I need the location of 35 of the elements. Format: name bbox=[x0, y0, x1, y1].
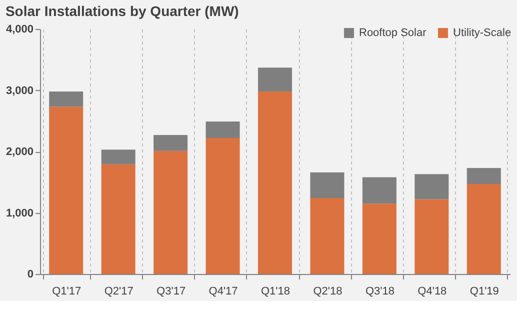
chart-title: Solar Installations by Quarter (MW) bbox=[5, 3, 239, 19]
x-tick-label: Q3'17 bbox=[156, 286, 186, 298]
x-tick-label: Q4'18 bbox=[418, 286, 447, 298]
y-tick-label: 2,000 bbox=[6, 146, 34, 158]
y-tick-label: 1,000 bbox=[6, 207, 34, 220]
x-tick-label: Q1'17 bbox=[52, 286, 82, 298]
x-tick-label: Q2'18 bbox=[313, 286, 342, 298]
bar bbox=[362, 204, 396, 274]
bar bbox=[466, 168, 501, 184]
x-tick-label: Q2'17 bbox=[104, 286, 134, 298]
bar bbox=[101, 150, 136, 164]
x-tick-label: Q1'19 bbox=[470, 286, 499, 298]
legend-label: Rooftop Solar bbox=[359, 27, 427, 39]
bar bbox=[310, 172, 344, 198]
bar bbox=[258, 68, 292, 92]
bar bbox=[154, 134, 188, 151]
y-tick-label: 3,000 bbox=[6, 84, 34, 97]
bar bbox=[49, 91, 84, 107]
x-tick-label: Q4'17 bbox=[208, 286, 238, 298]
bar bbox=[466, 184, 501, 274]
x-tick-label: Q3'18 bbox=[365, 286, 394, 298]
x-tick-label: Q1'18 bbox=[260, 286, 290, 298]
y-tick-label: 4,000 bbox=[6, 24, 34, 36]
bar bbox=[258, 91, 292, 274]
bar bbox=[414, 199, 449, 274]
bar bbox=[206, 121, 240, 138]
bar bbox=[206, 138, 240, 274]
bar bbox=[414, 174, 449, 200]
bar bbox=[310, 198, 344, 274]
bar bbox=[362, 177, 396, 204]
bar bbox=[49, 106, 84, 274]
legend-label: Utility-Scale bbox=[453, 27, 512, 39]
y-tick-label: 0 bbox=[27, 268, 34, 280]
bar bbox=[154, 150, 188, 274]
bar bbox=[101, 164, 136, 274]
